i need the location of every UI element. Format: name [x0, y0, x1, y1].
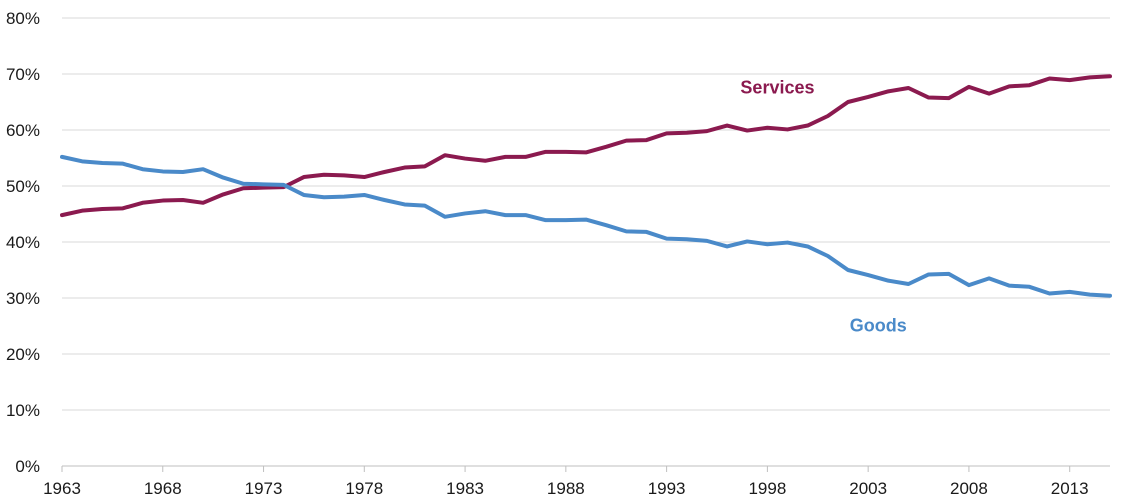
- y-tick-label: 20%: [6, 345, 40, 364]
- series-label-services: Services: [740, 78, 814, 98]
- x-tick-label: 2013: [1051, 479, 1089, 498]
- series-line-services: [60, 74, 1112, 218]
- x-tick-label: 1993: [648, 479, 686, 498]
- x-tick-label: 1968: [144, 479, 182, 498]
- x-tick-label: 1998: [748, 479, 786, 498]
- y-tick-label: 70%: [6, 65, 40, 84]
- x-tick-label: 1988: [547, 479, 585, 498]
- y-tick-label: 80%: [6, 9, 40, 28]
- series-lines: [60, 74, 1112, 298]
- x-tick-label: 1963: [43, 479, 81, 498]
- series-labels: Services Goods: [740, 78, 906, 336]
- x-tick-label: 2003: [849, 479, 887, 498]
- y-tick-label: 50%: [6, 177, 40, 196]
- y-tick-label: 60%: [6, 121, 40, 140]
- axes: 0% 10% 20% 30% 40% 50% 60% 70% 80% 1963 1968 1973 19…: [6, 9, 1110, 498]
- x-tick-label: 1978: [345, 479, 383, 498]
- gridlines: [62, 17, 1110, 411]
- x-tick-label: 1973: [245, 479, 283, 498]
- x-tick-label: 1983: [446, 479, 484, 498]
- x-tick-label: 2008: [950, 479, 988, 498]
- series-line-goods: [60, 154, 1112, 298]
- y-tick-label: 10%: [6, 401, 40, 420]
- series-label-goods: Goods: [850, 316, 907, 336]
- y-tick-label: 40%: [6, 233, 40, 252]
- y-tick-label: 30%: [6, 289, 40, 308]
- y-tick-label: 0%: [15, 457, 40, 476]
